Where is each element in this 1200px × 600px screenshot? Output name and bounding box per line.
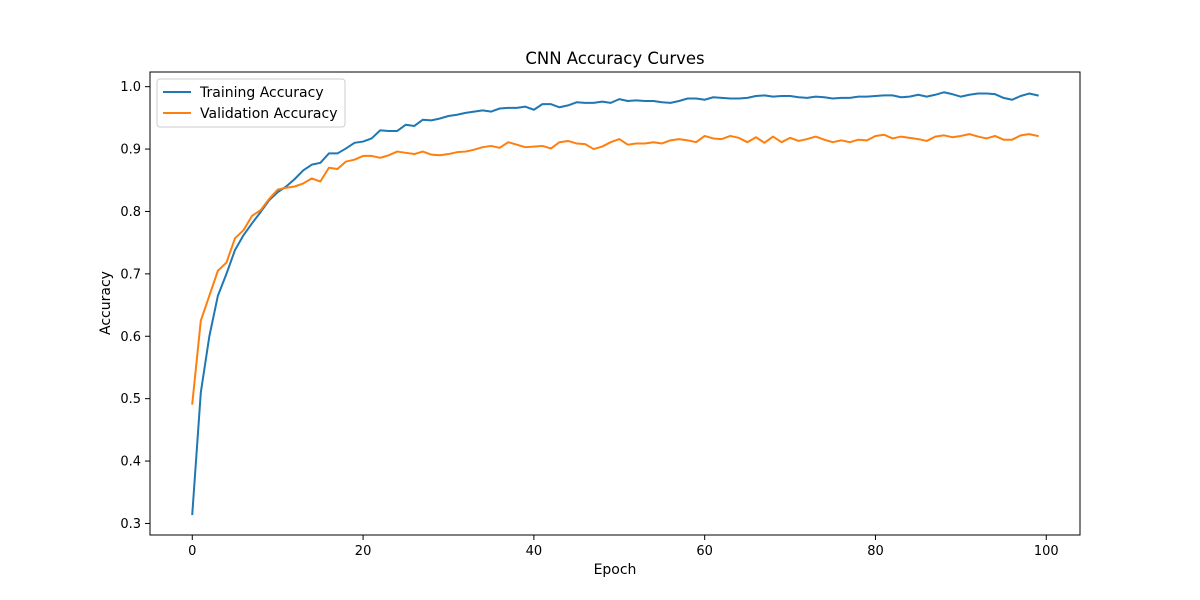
y-tick-label: 0.9: [120, 143, 141, 158]
plot-area: [150, 72, 1080, 535]
series-line-training: [191, 91, 1039, 516]
legend-box: [156, 78, 346, 128]
legend-label: Validation Accuracy: [200, 106, 338, 122]
series-layer: [191, 91, 1039, 516]
y-tick-label: 0.4: [120, 455, 141, 470]
x-axis-label: Epoch: [594, 562, 637, 578]
x-tick-label: 0: [188, 544, 196, 559]
y-tick-label: 0.6: [120, 330, 141, 345]
x-tick-label: 100: [1034, 544, 1059, 559]
y-tick-label: 0.8: [120, 205, 141, 220]
x-tick-label: 40: [526, 544, 543, 559]
plot-background: [150, 72, 1080, 535]
y-tick-label: 0.5: [120, 392, 141, 407]
chart-title: CNN Accuracy Curves: [525, 49, 704, 68]
y-tick-label: 1.0: [120, 80, 141, 95]
y-axis-label: Accuracy: [98, 271, 114, 335]
x-tick-label: 60: [696, 544, 713, 559]
legend-label: Training Accuracy: [199, 85, 324, 101]
y-tick-label: 0.3: [120, 517, 141, 532]
x-tick-label: 80: [867, 544, 884, 559]
y-tick-label: 0.7: [120, 267, 141, 282]
x-tick-label: 20: [355, 544, 372, 559]
series-line-validation: [191, 133, 1039, 405]
axes-frame: [149, 71, 1081, 536]
axes-layer: 0 20 40 60 80 100 0.3 0.4 0.5 0.6 0.7 0.8 0.9 1.0: [120, 71, 1081, 559]
legend: Training Accuracy Validation Accuracy: [156, 78, 346, 128]
